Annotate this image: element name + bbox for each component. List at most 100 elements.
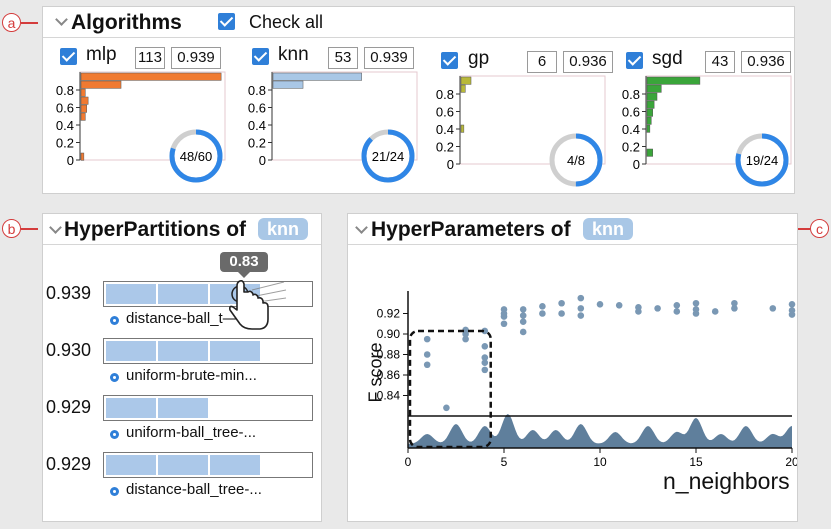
histogram-tick-label: 0.6 xyxy=(622,105,640,120)
histogram-bar xyxy=(80,96,89,105)
hyperpartition-score: 0.929 xyxy=(46,454,92,474)
hyperpartitions-title: HyperPartitions of xyxy=(64,218,247,241)
scatter-point xyxy=(788,307,796,314)
scatter-point xyxy=(673,302,681,309)
y-tick-label: 0.88 xyxy=(377,348,401,362)
histogram-tick-label: 0 xyxy=(633,157,640,172)
histogram-bar xyxy=(646,116,652,125)
algo-checkbox-knn[interactable] xyxy=(252,48,269,65)
x-tick-label: 10 xyxy=(593,455,607,469)
hyperpartition-segment xyxy=(158,455,208,475)
algo-checkbox-gp[interactable] xyxy=(441,52,458,69)
histogram-bar xyxy=(646,84,662,93)
hyperpartition-bar[interactable] xyxy=(103,338,313,364)
progress-ring-label: 19/24 xyxy=(746,153,779,168)
histogram-bar xyxy=(80,152,85,161)
hyperpartition-name[interactable]: uniform-ball_tree-... xyxy=(126,424,257,441)
progress-ring-fill xyxy=(361,129,415,183)
scatter-point xyxy=(481,327,489,335)
radio-dot-icon[interactable] xyxy=(110,487,119,496)
scatter-point xyxy=(558,299,565,307)
hyperpartition-name[interactable]: distance-ball_t—... xyxy=(126,310,251,327)
algo-histogram-sgd: 0.8 0.6 0.4 0.2 0 19/24 xyxy=(622,75,792,187)
pointer-hand-icon xyxy=(229,280,287,330)
histogram-bar xyxy=(80,104,87,113)
score-tooltip: 0.83 xyxy=(220,252,268,278)
hyperpartition-segment xyxy=(158,341,208,361)
radio-dot-icon[interactable] xyxy=(110,430,119,439)
scatter-point xyxy=(481,366,489,374)
algo-checkbox-sgd[interactable] xyxy=(626,52,643,69)
scatter-point xyxy=(558,310,565,317)
x-tick-label: 0 xyxy=(405,455,412,469)
scatter-point xyxy=(519,306,527,313)
histogram-bar xyxy=(460,84,466,93)
histogram-bar xyxy=(80,72,222,81)
algo-name-mlp: mlp xyxy=(86,44,117,65)
algo-count-mlp: 113 xyxy=(135,47,165,69)
algo-count-gp: 6 xyxy=(527,51,557,73)
hyperpartition-segment xyxy=(106,284,156,304)
scatter-point xyxy=(423,351,431,358)
scatter-point xyxy=(500,306,508,313)
histogram-bar xyxy=(646,148,653,157)
algo-histogram-knn: 0.8 0.6 0.4 0.2 0 21/24 xyxy=(248,71,418,183)
hyperpartition-name[interactable]: uniform-brute-min... xyxy=(126,367,257,384)
hyperpartition-bar[interactable] xyxy=(103,452,313,478)
hyperpartition-score: 0.930 xyxy=(46,340,92,360)
histogram-bar xyxy=(646,124,651,133)
histogram-tick-label: 0.8 xyxy=(622,87,640,102)
scatter-point xyxy=(423,335,431,343)
hyperpartition-segment xyxy=(106,341,156,361)
histogram-bar xyxy=(80,80,122,89)
histogram-tick-label: 0.2 xyxy=(56,136,74,151)
histogram-bar xyxy=(646,92,658,101)
histogram-bar xyxy=(80,88,86,97)
selection-box xyxy=(408,329,492,449)
algo-name-sgd: sgd xyxy=(652,48,683,69)
hyperpartition-score: 0.939 xyxy=(46,283,92,303)
algo-histogram-gp: 0.8 0.6 0.4 0.2 0 4/8 xyxy=(436,75,606,187)
hyperparameters-algo-tag: knn xyxy=(583,218,633,240)
scatter-point xyxy=(615,302,623,309)
x-tick-label: 5 xyxy=(501,455,508,469)
y-tick-label: 0.92 xyxy=(377,307,401,321)
check-all-label: Check all xyxy=(249,12,324,32)
histogram-tick-label: 0.4 xyxy=(56,118,74,133)
histogram-tick-label: 0.4 xyxy=(622,122,640,137)
histogram-tick-label: 0.6 xyxy=(56,101,74,116)
histogram-tick-label: 0.2 xyxy=(622,140,640,155)
algorithms-title: Algorithms xyxy=(71,11,182,34)
algo-checkbox-mlp[interactable] xyxy=(60,48,77,65)
hyperpartition-segment xyxy=(210,341,260,361)
y-tick-label: 0.84 xyxy=(377,389,401,403)
x-tick-label: 20 xyxy=(785,455,797,469)
histogram-tick-label: 0.2 xyxy=(436,140,454,155)
scatter-point xyxy=(462,335,469,343)
hyperpartition-name[interactable]: distance-ball_tree-... xyxy=(126,481,262,498)
hyperpartitions-algo-tag: knn xyxy=(258,218,308,240)
algo-score-knn: 0.939 xyxy=(364,47,414,69)
scatter-point xyxy=(481,343,489,350)
algo-score-mlp: 0.939 xyxy=(171,47,221,69)
progress-ring-label: 4/8 xyxy=(567,153,585,168)
scatter-point xyxy=(443,404,450,412)
scatter-point xyxy=(500,320,508,328)
hyperpartition-bar[interactable] xyxy=(103,281,313,307)
hyperparameters-panel: HyperParameters of knn xyxy=(347,213,798,522)
callout-c: c xyxy=(810,219,829,238)
x-axis-label: n_neighbors xyxy=(663,468,790,494)
y-tick-label: 0.90 xyxy=(377,327,401,341)
hyperpartition-bar[interactable] xyxy=(103,395,313,421)
check-all-checkbox[interactable] xyxy=(218,13,235,30)
scatter-point xyxy=(731,299,738,307)
radio-dot-icon[interactable] xyxy=(110,373,119,382)
scatter-point xyxy=(654,305,661,312)
scatter-point xyxy=(481,359,489,366)
scatter-point xyxy=(539,310,546,317)
histogram-tick-label: 0 xyxy=(67,153,74,168)
scatter-point xyxy=(635,304,642,311)
hyperparameters-header xyxy=(348,214,797,245)
histogram-tick-label: 0.8 xyxy=(56,83,74,98)
radio-dot-icon[interactable] xyxy=(110,316,119,325)
